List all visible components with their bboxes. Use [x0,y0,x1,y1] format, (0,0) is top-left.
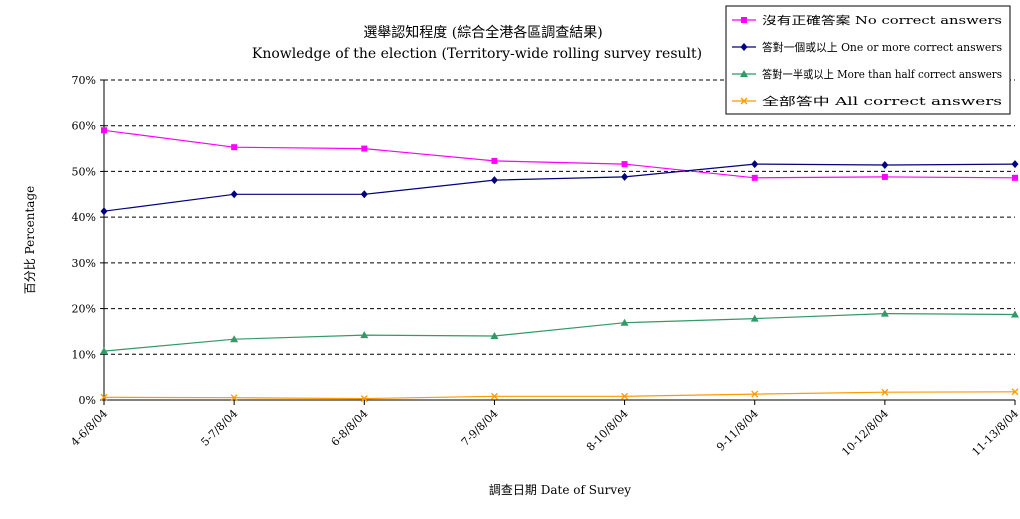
data-point-stroke [740,97,748,105]
data-point [621,161,628,168]
data-point [740,43,748,51]
data-point [230,335,239,343]
y-tick-label: 60% [72,120,96,133]
legend-box [725,5,1011,115]
data-point-stroke [490,392,498,400]
data-point [881,173,888,180]
data-point [230,394,238,402]
data-point [621,172,629,181]
data-point [751,174,758,181]
legend-item: 全部答中 All correct answers [732,94,1003,108]
x-tick-label: 8-10/8/04 [584,407,631,454]
data-point [100,207,108,216]
data-point [360,190,368,199]
y-tick-label: 50% [72,165,96,178]
legend-label: 沒有正確答案 No correct answers [762,13,1002,27]
data-point-stroke [230,394,238,402]
data-point-stroke [1011,388,1019,396]
data-point [1012,174,1018,181]
data-point [620,318,629,326]
data-point [1011,160,1019,169]
y-axis-label: 百分比 Percentage [23,186,37,295]
series-line [103,312,1016,352]
axes [100,79,1016,405]
legend-item: 沒有正確答案 No correct answers [732,13,1002,27]
legend: 沒有正確答案 No correct answers 答對一個或以上 One or … [725,5,1011,115]
data-point-stroke [621,392,629,400]
data-point [621,392,629,400]
x-tick-label: 5-7/8/04 [198,407,240,449]
x-tick-label: 6-8/8/04 [329,407,371,449]
data-point [231,144,238,151]
data-point [361,145,368,152]
data-point [1011,310,1019,318]
series [100,388,1019,403]
data-point [360,331,369,339]
data-point [740,97,748,105]
x-tick-label: 10-12/8/04 [839,407,891,459]
x-tick-label: 4-6/8/04 [68,407,110,449]
y-tick-label: 40% [72,211,96,224]
series [101,127,1018,181]
data-point [490,332,499,339]
y-tick-label: 10% [72,348,96,361]
series-line [103,163,1016,212]
data-point [101,127,107,134]
legend-label: 全部答中 All correct answers [762,94,1003,108]
data-point [740,70,748,77]
legend-item: 答對一個或以上 One or more correct answers [732,40,1002,54]
data-point-stroke [360,395,368,403]
data-point-stroke [751,390,759,398]
y-tick-label: 70% [72,74,96,87]
data-point [491,157,498,164]
y-tick-labels: 0% 10% 20% 30% 40% 50% 60% 70% [72,74,96,407]
legend-label: 答對一半或以上 More than half correct answers [762,67,1002,81]
series-line [103,129,1016,179]
legend-label: 答對一個或以上 One or more correct answers [762,40,1002,54]
x-tick-label: 7-9/8/04 [459,407,501,449]
x-tick-label: 11-13/8/04 [969,407,1020,459]
x-axis-label: 調查日期 Date of Survey [489,483,631,497]
data-point [741,17,747,23]
data-point [490,176,498,185]
x-tick-labels: 4-6/8/04 5-7/8/04 6-8/8/04 7-9/8/04 8-10/8/0… [68,407,1020,459]
data-point-stroke [881,388,889,396]
y-tick-label: 0% [79,394,96,407]
chart-title: 選舉認知程度 (綜合全港各區調查結果) [363,24,602,41]
data-point [100,393,108,401]
data-point [881,388,889,396]
data-point-stroke [100,393,108,401]
data-point [751,390,759,398]
data-point [360,395,368,403]
series [100,160,1019,216]
y-tick-label: 30% [72,257,96,270]
series-lines [100,127,1019,403]
y-tick-label: 20% [72,303,96,316]
data-point [750,314,759,322]
data-point [230,190,238,199]
gridlines [104,79,1015,355]
x-tick-label: 9-11/8/04 [714,407,761,454]
series [100,309,1019,355]
data-point [751,160,759,169]
data-point [1011,388,1019,396]
data-point [490,392,498,400]
series-line [103,391,1016,400]
data-point [881,161,889,170]
data-point [880,309,889,317]
data-point [100,347,108,355]
chart-subtitle: Knowledge of the election (Territory-wid… [252,46,702,62]
legend-item: 答對一半或以上 More than half correct answers [732,67,1002,81]
